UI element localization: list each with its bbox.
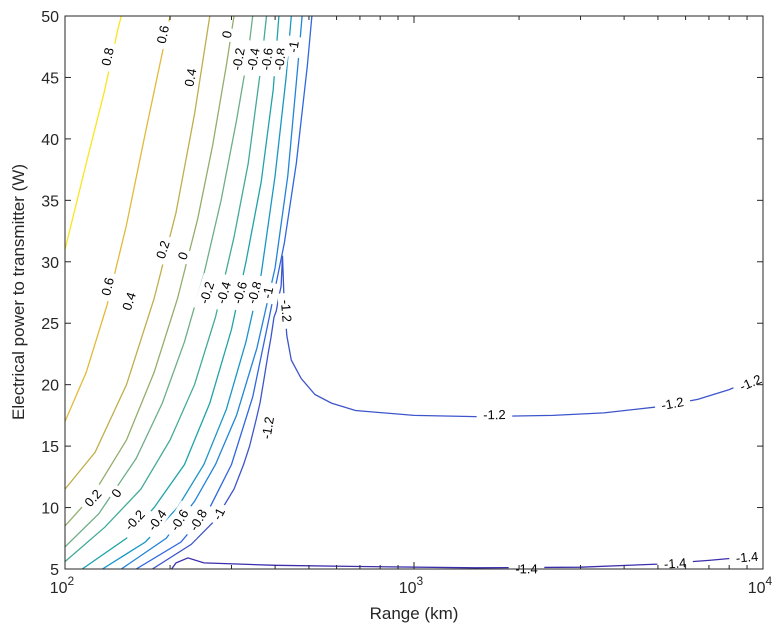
contour-label-text: -0.4 — [213, 280, 234, 306]
x-tick-label: 102 — [50, 574, 75, 597]
contour-label: -0.2 — [193, 273, 220, 312]
contour-label: -1.4 — [656, 553, 694, 573]
contour-label: 0.6 — [96, 270, 119, 302]
y-tick-label: 50 — [41, 9, 59, 26]
contour-label: -1 — [283, 35, 303, 59]
contour-label-text: 0.6 — [154, 24, 172, 45]
x-tick-label: 103 — [399, 574, 424, 597]
contour-label-text: -0.2 — [229, 47, 248, 72]
contour-label-text: 0.2 — [153, 239, 173, 261]
contour-label-text: 0.4 — [119, 290, 139, 312]
contour-line — [152, 255, 763, 569]
x-axis-title: Range (km) — [370, 604, 459, 623]
contour-label-text: 0 — [219, 30, 235, 40]
contour-label-text: -1.2 — [483, 407, 506, 422]
x-tick-label: 104 — [748, 574, 773, 597]
contour-label: -1.2 — [256, 408, 279, 447]
contour-label-text: 0.6 — [98, 276, 117, 297]
contour-label-text: -0.2 — [196, 280, 217, 306]
contour-label-text: -1 — [285, 40, 302, 54]
y-tick-label: 20 — [41, 378, 59, 395]
contour-label: -1 — [257, 280, 278, 305]
contour-label-text: -1.4 — [663, 555, 686, 572]
y-tick-label: 40 — [41, 132, 59, 149]
contour-label: 0.6 — [151, 18, 174, 50]
y-tick-label: 45 — [41, 70, 59, 87]
contour-label-text: 0.8 — [98, 46, 117, 67]
contour-label-text: -1.2 — [660, 394, 685, 413]
contour-label: -1 — [206, 500, 231, 527]
plot-background — [65, 16, 763, 569]
contour-label-text: -1.2 — [259, 416, 277, 441]
y-axis-title: Electrical power to transmitter (W) — [9, 164, 28, 420]
contour-label: 0.4 — [116, 285, 141, 317]
contour-labels: 0.80.60.60.40.40.20.2000-0.2-0.2-0.2-0.4… — [77, 18, 770, 577]
contour-label: 0.8 — [96, 41, 118, 73]
y-axis-ticks: 5 10 15 20 25 30 35 40 45 50 — [41, 9, 763, 579]
contour-label-text: -1 — [259, 285, 276, 299]
contour-label: -1.2 — [277, 292, 297, 330]
contour-label: -1.4 — [728, 547, 766, 567]
contour-label: 0 — [105, 482, 127, 503]
contour-label-text: -1.2 — [278, 299, 295, 322]
contour-label: 0 — [217, 26, 236, 43]
contour-line — [65, 16, 235, 527]
contour-label: 0.4 — [179, 62, 201, 93]
contour-line — [65, 16, 211, 490]
contour-label: -1.4 — [508, 560, 545, 577]
y-tick-label: 35 — [41, 193, 59, 210]
y-tick-label: 10 — [41, 501, 59, 518]
y-tick-label: 25 — [41, 316, 59, 333]
contour-line — [65, 16, 268, 563]
y-tick-label: 5 — [50, 562, 59, 579]
y-tick-label: 15 — [41, 439, 59, 456]
contour-label-text: -1.4 — [735, 549, 759, 566]
y-tick-label: 30 — [41, 255, 59, 272]
contour-label: -0.4 — [210, 273, 236, 312]
contour-line — [65, 16, 122, 250]
contour-label: -1.2 — [653, 391, 692, 415]
x-axis-ticks: 102 103 104 — [50, 16, 773, 597]
contour-label: 0.2 — [150, 233, 175, 266]
contour-line — [65, 16, 171, 422]
contour-label-text: 0.4 — [181, 67, 199, 88]
contour-label-text: 0 — [175, 250, 192, 262]
contour-label: -1.2 — [476, 405, 513, 423]
contour-label: 0 — [172, 246, 193, 265]
